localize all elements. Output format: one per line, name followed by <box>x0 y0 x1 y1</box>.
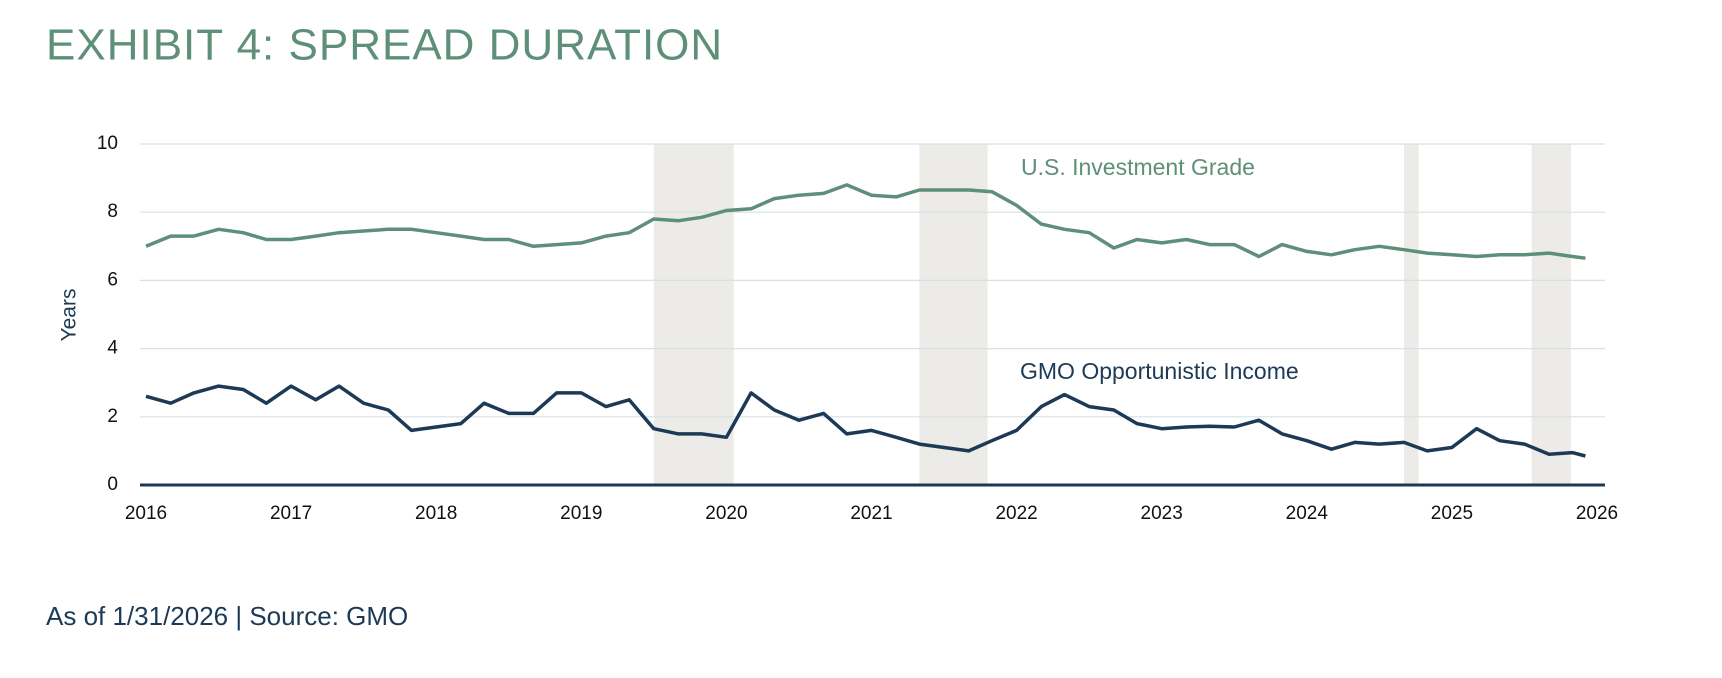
x-tick-label: 2017 <box>270 503 312 524</box>
x-tick-label: 2021 <box>850 503 892 524</box>
x-tick-label: 2024 <box>1286 503 1329 524</box>
y-tick-label: 10 <box>97 133 118 154</box>
series-line <box>145 384 1586 458</box>
series-line <box>145 183 1586 260</box>
x-tick-label: 2018 <box>415 503 457 524</box>
x-tick-label: 2016 <box>125 503 167 524</box>
x-tick-label: 2019 <box>560 503 602 524</box>
shaded-range <box>919 144 988 485</box>
y-tick-label: 2 <box>107 406 118 427</box>
y-tick-label: 8 <box>107 201 118 222</box>
shaded-range <box>1404 144 1419 485</box>
x-tick-label: 2026 <box>1576 503 1618 524</box>
series-label: U.S. Investment Grade <box>1021 154 1255 180</box>
shaded-range <box>1531 144 1571 485</box>
series-label: GMO Opportunistic Income <box>1020 358 1299 384</box>
x-tick-label: 2025 <box>1431 503 1473 524</box>
chart-title: EXHIBIT 4: SPREAD DURATION <box>46 21 723 70</box>
y-axis-label: Years <box>58 289 81 342</box>
shaded-range <box>653 144 734 485</box>
footnote: As of 1/31/2026 | Source: GMO <box>46 601 408 631</box>
x-tick-label: 2020 <box>705 503 747 524</box>
y-tick-label: 6 <box>107 269 118 290</box>
x-tick-label: 2023 <box>1141 503 1183 524</box>
y-tick-label: 0 <box>107 474 118 495</box>
x-tick-label: 2022 <box>995 503 1037 524</box>
y-tick-label: 4 <box>107 338 118 359</box>
